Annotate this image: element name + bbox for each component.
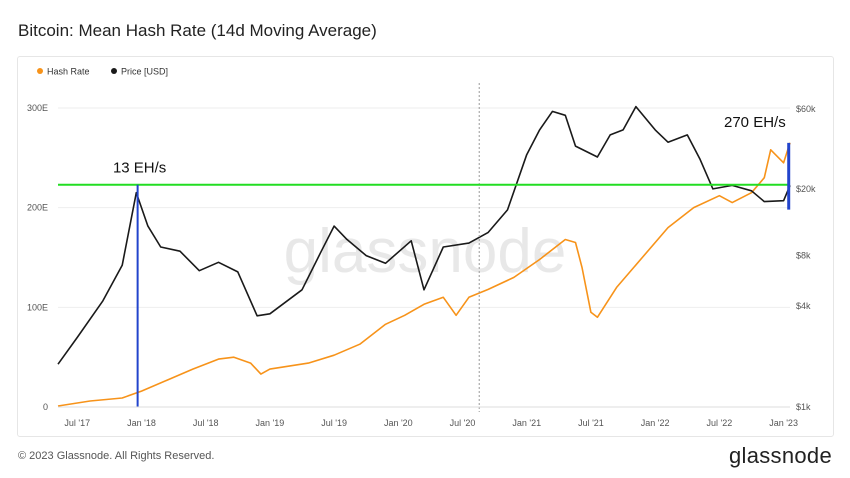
x-tick-label-6: Jul '20: [450, 418, 476, 428]
legend-dot-price: [111, 68, 117, 74]
x-tick-label-11: Jan '23: [769, 418, 798, 428]
x-tick-label-4: Jul '19: [321, 418, 347, 428]
x-tick-label-5: Jan '20: [384, 418, 413, 428]
x-tick-label-2: Jul '18: [193, 418, 219, 428]
legend-label-hash-rate[interactable]: Hash Rate: [47, 67, 90, 77]
y-right-tick-label-3: $20k: [796, 184, 816, 194]
legend[interactable]: Hash Rate Price [USD]: [37, 67, 168, 77]
legend-label-price[interactable]: Price [USD]: [121, 67, 168, 77]
x-tick-label-1: Jan '18: [127, 418, 156, 428]
overlay-layer: 13 EH/s 270 EH/s: [58, 83, 791, 412]
x-tick-label-10: Jul '22: [707, 418, 733, 428]
y-right-tick-label-1: $4k: [796, 301, 811, 311]
chart-title: Bitcoin: Mean Hash Rate (14d Moving Aver…: [18, 21, 377, 40]
chart-panel: [17, 56, 834, 437]
x-tick-label-0: Jul '17: [64, 418, 90, 428]
watermark-text: glassnode: [284, 217, 567, 286]
x-tick-label-3: Jan '19: [256, 418, 285, 428]
y-left-tick-label-2: 200E: [27, 203, 48, 213]
y-right-tick-label-2: $8k: [796, 251, 811, 261]
y-left-tick-label-3: 300E: [27, 103, 48, 113]
series-line-price: [57, 105, 791, 365]
legend-dot-hash-rate: [37, 68, 43, 74]
series-line-hash-rate: [57, 142, 791, 407]
y-right-tick-label-0: $1k: [796, 402, 811, 412]
axis-layer: 0 100E 200E 300E $1k $4k $8k $20k $60k Jul '17 Jan…: [27, 103, 816, 428]
copyright-footer: © 2023 Glassnode. All Rights Reserved.: [18, 450, 215, 462]
y-left-tick-label-1: 100E: [27, 302, 48, 312]
x-tick-label-8: Jul '21: [578, 418, 604, 428]
x-tick-label-7: Jan '21: [512, 418, 541, 428]
series-layer: [57, 105, 791, 407]
x-tick-label-9: Jan '22: [641, 418, 670, 428]
marker-label-1: 270 EH/s: [724, 114, 786, 131]
y-left-tick-label-0: 0: [43, 402, 48, 412]
y-right-tick-label-4: $60k: [796, 104, 816, 114]
marker-label-0: 13 EH/s: [113, 160, 166, 177]
glassnode-logo[interactable]: glassnode: [729, 443, 832, 468]
